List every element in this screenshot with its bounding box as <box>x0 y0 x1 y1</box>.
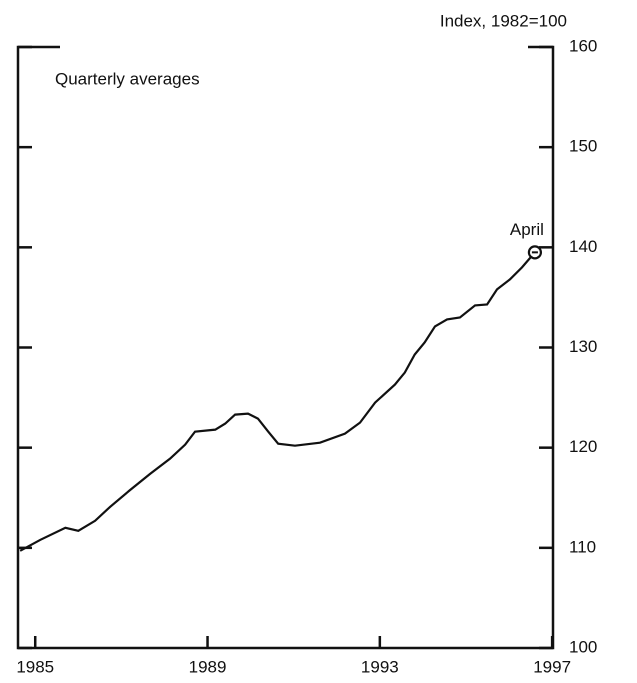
y-tick-label: 140 <box>569 237 597 256</box>
y-tick-label: 130 <box>569 337 597 356</box>
x-tick-label: 1997 <box>533 657 571 676</box>
y-tick-label: 120 <box>569 437 597 456</box>
y-axis-label: Index, 1982=100 <box>440 11 567 30</box>
x-tick-label: 1985 <box>16 657 54 676</box>
axis-frame <box>16 45 555 650</box>
y-tick-label: 150 <box>569 137 597 156</box>
y-tick-label: 160 <box>569 36 597 55</box>
y-tick-label: 110 <box>569 537 596 556</box>
x-tick-label: 1993 <box>361 657 399 676</box>
annotation: April <box>510 220 544 239</box>
line <box>19 251 536 552</box>
y-tick-label: 100 <box>569 637 597 656</box>
subtitle: Quarterly averages <box>55 69 200 88</box>
x-tick-label: 1989 <box>189 657 227 676</box>
